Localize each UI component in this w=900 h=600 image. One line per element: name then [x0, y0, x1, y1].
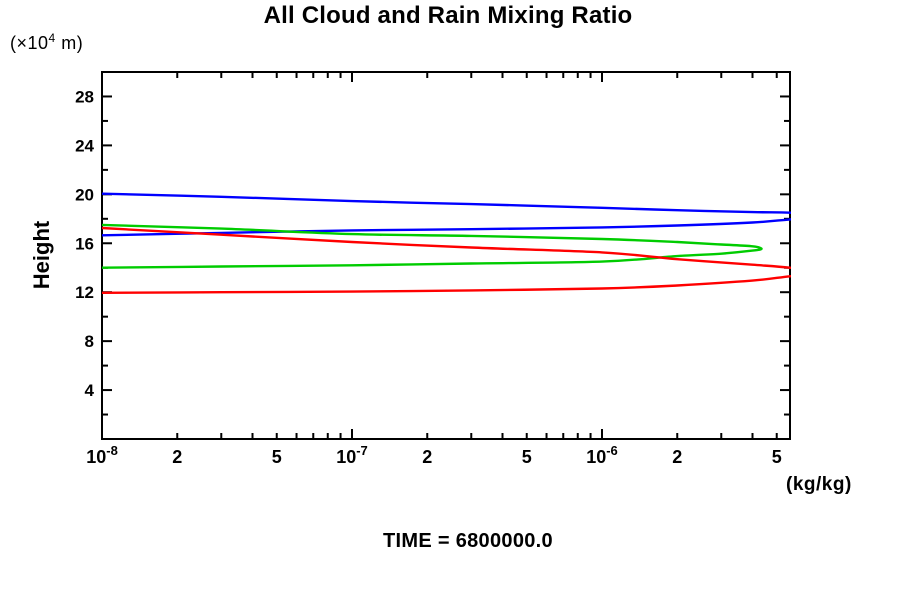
units-suffix: m) [55, 33, 84, 53]
y-tick-label: 8 [85, 332, 94, 351]
y-tick-label: 20 [75, 185, 94, 204]
x-tick-label: 2 [172, 447, 182, 467]
y-tick-label: 28 [75, 87, 94, 106]
units-prefix: (×10 [10, 33, 49, 53]
plot-border [101, 71, 791, 440]
x-tick-label: 10-8 [86, 443, 118, 467]
x-tick-label: 5 [272, 447, 282, 467]
x-tick-label: 5 [522, 447, 532, 467]
y-tick-label: 16 [75, 234, 94, 253]
green-profile-curve [101, 223, 763, 269]
y-tick-label: 12 [75, 283, 94, 302]
x-tick-label: 10-6 [586, 443, 618, 467]
y-tick-label: 4 [85, 381, 95, 400]
blue-profile-curve [101, 192, 791, 237]
y-axis-units-label: (×104 m) [10, 31, 83, 54]
units-exponent: 4 [48, 31, 56, 45]
x-tick-label: 2 [672, 447, 682, 467]
x-tick-label: 10-7 [336, 443, 368, 467]
time-caption: TIME = 6800000.0 [383, 530, 553, 552]
x-tick-label: 5 [772, 447, 782, 467]
x-tick-label: 2 [422, 447, 432, 467]
red-profile-curve [101, 226, 791, 294]
y-tick-label: 24 [75, 136, 94, 155]
x-axis-units-label: (kg/kg) [786, 474, 852, 495]
chart-title: All Cloud and Rain Mixing Ratio [263, 2, 633, 29]
